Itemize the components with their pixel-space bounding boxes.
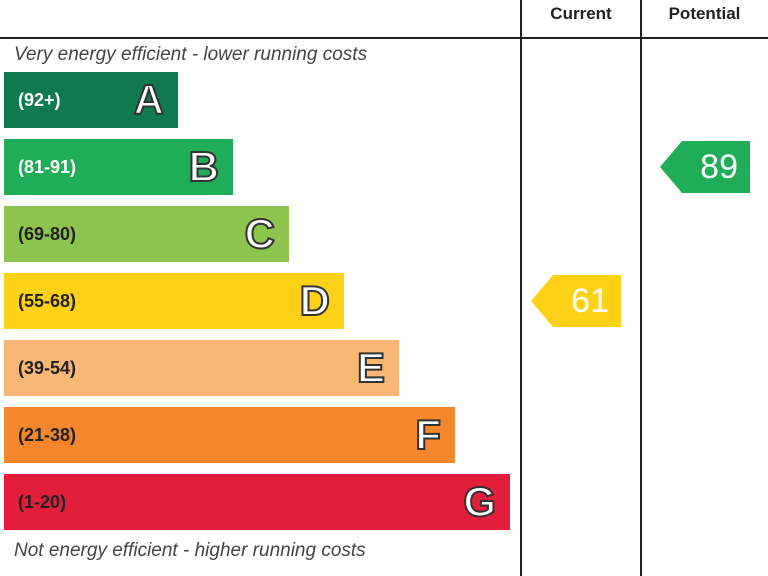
band-range-label: (1-20) (18, 492, 67, 512)
band-a: (92+) A (4, 72, 178, 128)
band-range-label: (39-54) (18, 358, 77, 378)
band-range-label: (92+) (18, 90, 61, 110)
band-range-label: (69-80) (18, 224, 77, 244)
band-e: (39-54) E (4, 340, 399, 396)
current-rating-arrow: 61 (531, 275, 621, 327)
band-letter-label: G (462, 477, 497, 526)
potential-rating-arrow: 89 (660, 141, 750, 193)
band-g: (1-20) G (4, 474, 510, 530)
band-letter-label: A (133, 75, 165, 124)
efficient-note: Very energy efficient - lower running co… (14, 44, 368, 65)
current-rating-arrow-shape (531, 275, 621, 327)
band-range-label: (55-68) (18, 291, 77, 311)
band-letter-label: F (414, 410, 442, 459)
band-letter-label: C (244, 209, 276, 258)
band-c: (69-80) C (4, 206, 289, 262)
potential-column-header: Potential (668, 4, 741, 23)
band-letter-label: B (188, 142, 220, 191)
band-d: (55-68) D (4, 273, 344, 329)
band-b: (81-91) B (4, 139, 233, 195)
potential-rating-arrow-shape (660, 141, 750, 193)
current-column-header: Current (550, 4, 612, 23)
band-range-label: (81-91) (18, 157, 77, 177)
inefficient-note: Not energy efficient - higher running co… (14, 540, 366, 561)
band-f: (21-38) F (4, 407, 455, 463)
band-range-label: (21-38) (18, 425, 77, 445)
band-letter-label: E (356, 343, 386, 392)
potential-rating-arrow-value: 89 (700, 148, 738, 186)
current-rating-arrow-value: 61 (571, 282, 609, 320)
band-letter-label: D (299, 276, 331, 325)
